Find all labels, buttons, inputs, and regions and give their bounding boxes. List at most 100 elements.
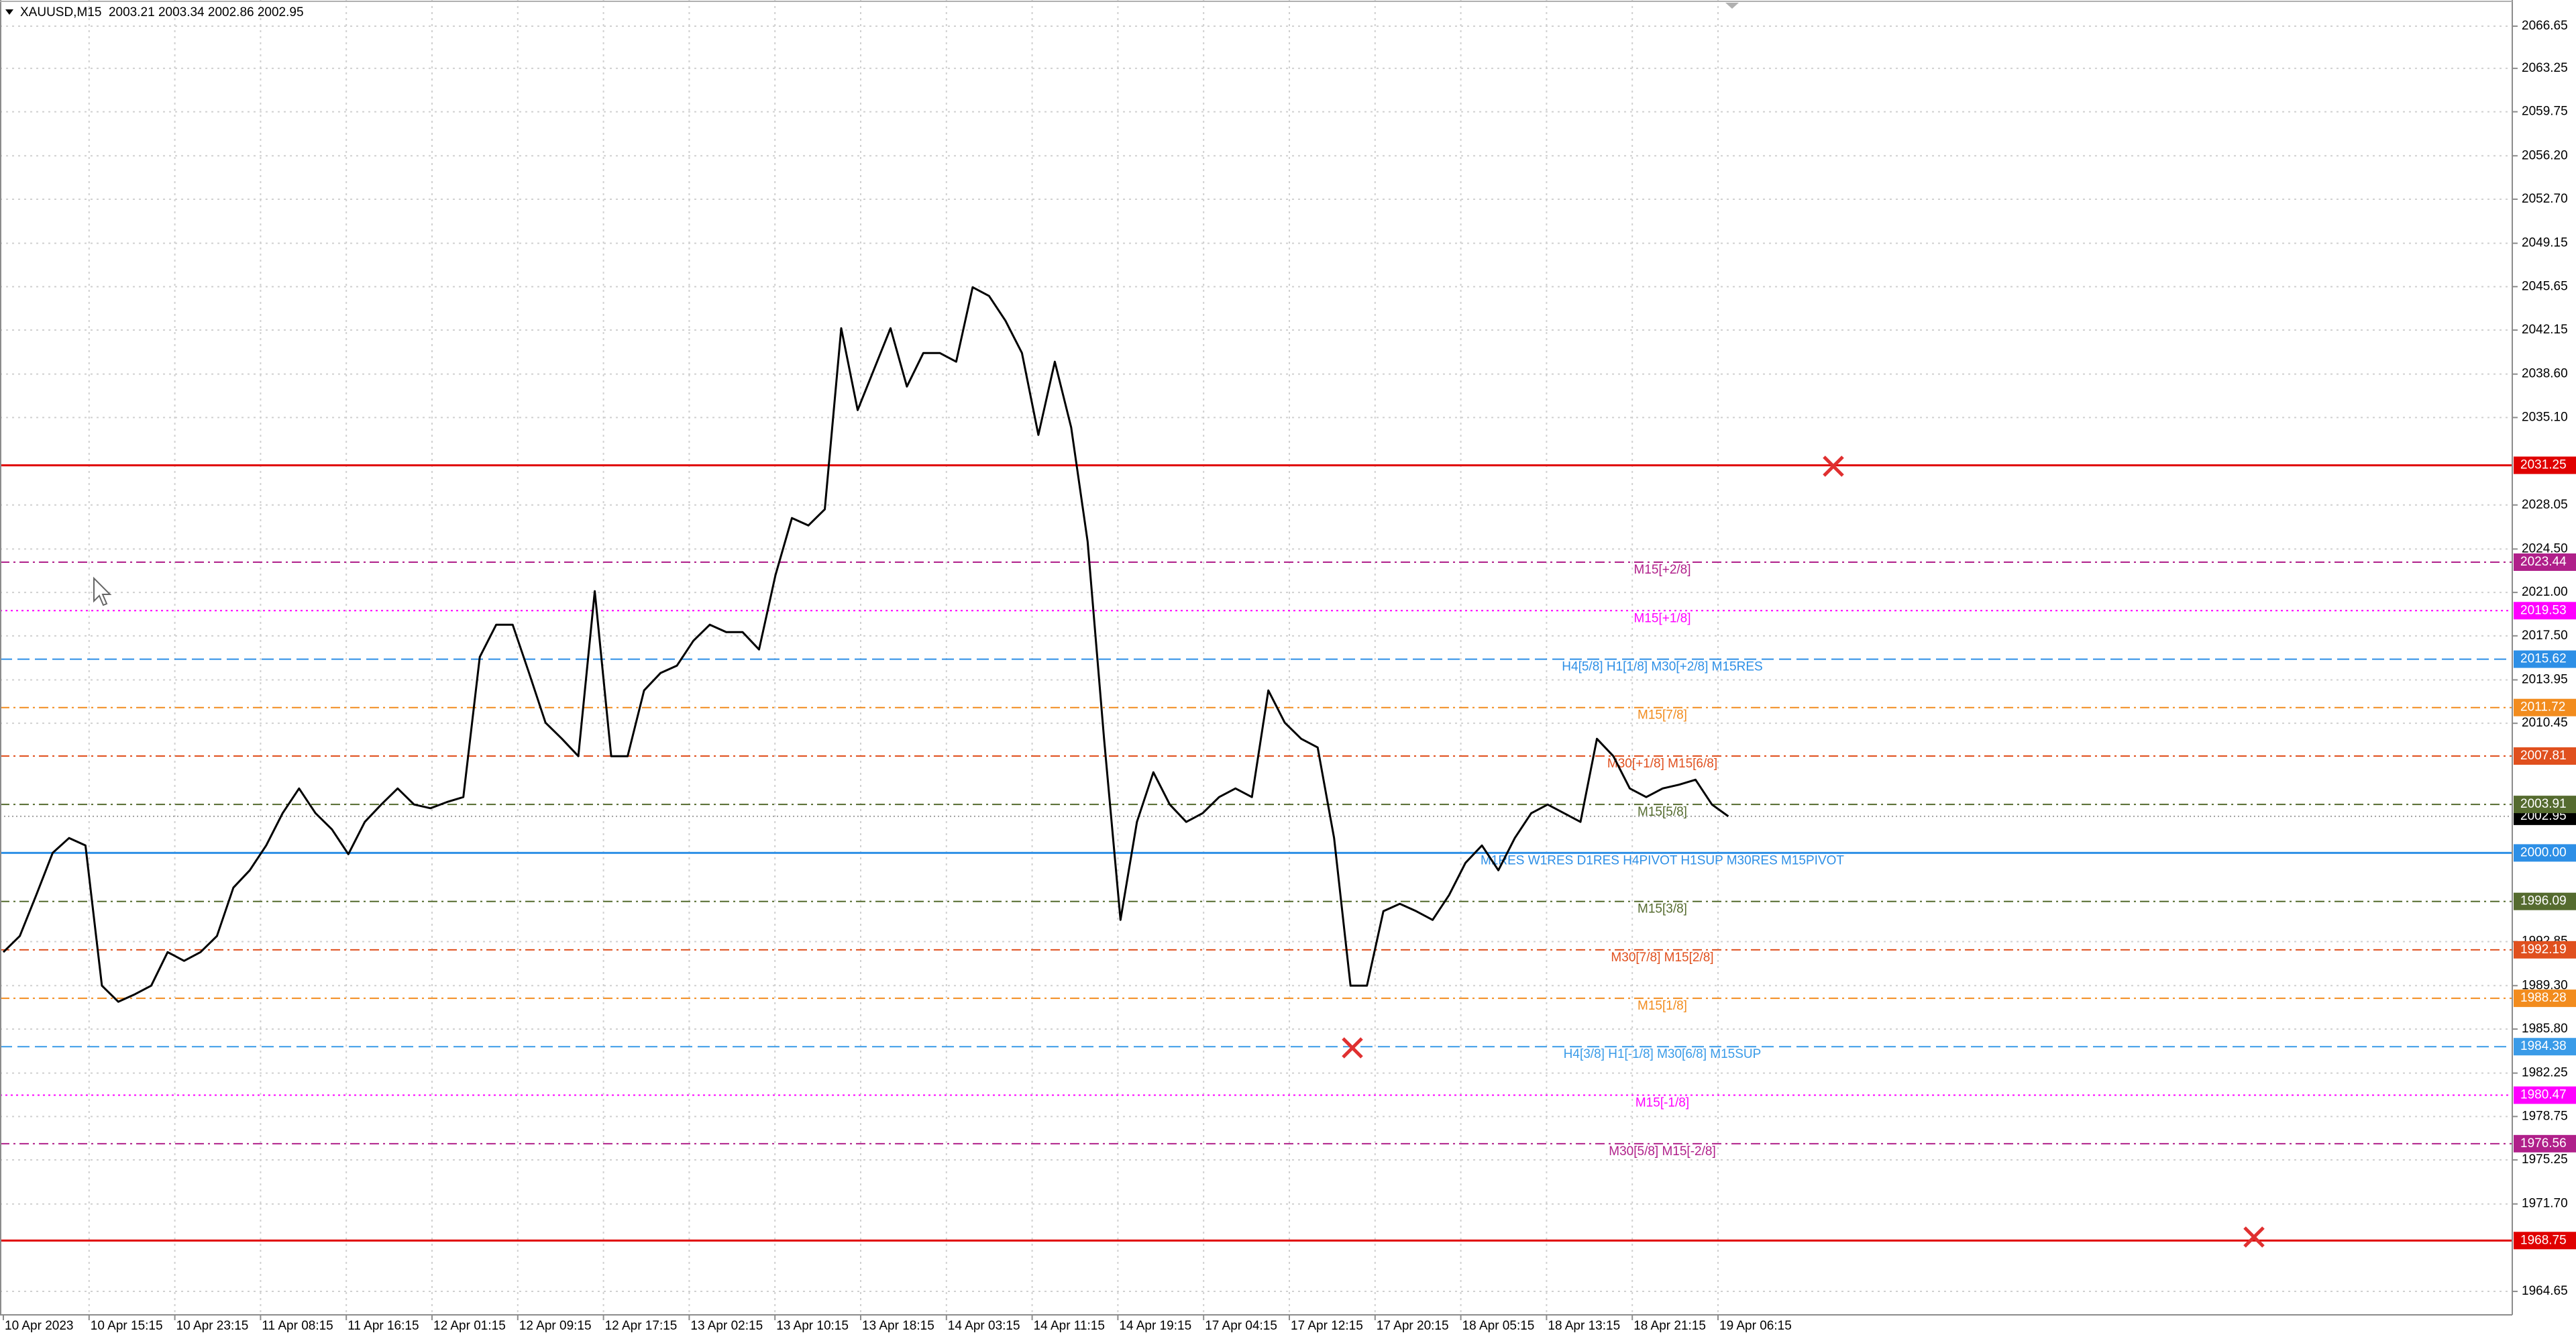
y-tick-label: 2056.20	[2522, 148, 2568, 162]
series	[2, 286, 1729, 1003]
x-tick-label: 10 Apr 15:15	[91, 1319, 163, 1333]
price-tag-label: 2023.44	[2520, 555, 2567, 569]
y-tick-label: 2021.00	[2522, 585, 2568, 599]
x-tick-label: 12 Apr 09:15	[519, 1319, 592, 1333]
x-tick-label: 18 Apr 21:15	[1633, 1319, 1706, 1333]
price-tag-label: 1980.47	[2520, 1088, 2567, 1102]
x-tick-label: 11 Apr 16:15	[347, 1319, 419, 1333]
price-tag	[2514, 698, 2576, 716]
price-tag	[2514, 844, 2576, 862]
y-tick-label: 1985.80	[2522, 1022, 2568, 1036]
x-tick-label: 13 Apr 10:15	[776, 1319, 849, 1333]
y-tick-label: 2063.25	[2522, 61, 2568, 75]
price-tag	[2514, 1086, 2576, 1104]
price-tag	[2514, 602, 2576, 620]
y-tick-label: 2045.65	[2522, 279, 2568, 293]
levels: M15[+2/8] M15[+1/8] H4[5/8] H1[1/8] M30[+2…	[0, 464, 2512, 1242]
y-tick-label: 2017.50	[2522, 629, 2568, 643]
price-tag	[2514, 747, 2576, 765]
level-label: M30[7/8] M15[2/8]	[1611, 951, 1713, 965]
price-tag-label: 2019.53	[2520, 603, 2567, 617]
x-tick-label: 13 Apr 02:15	[690, 1319, 763, 1333]
price-tag	[2514, 989, 2576, 1008]
x-tick-label: 18 Apr 05:15	[1462, 1319, 1535, 1333]
level-label: M30[5/8] M15[-2/8]	[1609, 1144, 1715, 1159]
price-tag-label: 2015.62	[2520, 652, 2567, 666]
level-label: M15[7/8]	[1638, 708, 1687, 722]
y-tick-label: 1989.30	[2522, 978, 2568, 992]
price-tag-label: 1968.75	[2520, 1233, 2567, 1247]
level-label: M15[+1/8]	[1633, 611, 1690, 625]
level-label: H4[5/8] H1[1/8] M30[+2/8] M15RES	[1562, 660, 1762, 674]
y-tick-label: 2024.50	[2522, 541, 2568, 555]
x-tick-label: 14 Apr 03:15	[948, 1319, 1020, 1333]
symbol-menu-arrow[interactable]	[5, 9, 13, 15]
price-tag-label: 1976.56	[2520, 1136, 2567, 1150]
price-tag-label: 1996.09	[2520, 894, 2567, 908]
price-tag-label: 1988.28	[2520, 991, 2567, 1005]
x-tick-label: 17 Apr 20:15	[1377, 1319, 1449, 1333]
y-tick-label: 1971.70	[2522, 1197, 2568, 1211]
price-tag-label: 2000.00	[2520, 845, 2567, 859]
y-tick-label: 2010.45	[2522, 716, 2568, 730]
level-label: M1RES W1RES D1RES H4PIVOT H1SUP M30RES M…	[1481, 853, 1844, 867]
price-tag-label: 1992.19	[2520, 943, 2567, 957]
y-tick-label: 1978.75	[2522, 1109, 2568, 1123]
x-tick-label: 14 Apr 11:15	[1034, 1319, 1105, 1333]
level-label: M15[-1/8]	[1635, 1096, 1689, 1110]
price-tag	[2514, 650, 2576, 668]
price-tag	[2514, 1232, 2576, 1250]
price-tag-label: 2003.91	[2520, 797, 2567, 811]
price-tag	[2514, 941, 2576, 959]
x-tick-label: 17 Apr 12:15	[1291, 1319, 1363, 1333]
axes: 2066.65 2063.25 2059.75 2056.20 2052.70 2049.…	[3, 19, 2576, 1333]
x-marker	[1342, 1037, 1363, 1059]
y-tick-label: 2042.15	[2522, 323, 2568, 337]
price-tag-label: 2011.72	[2520, 700, 2565, 714]
level-label: M15[+2/8]	[1633, 563, 1690, 577]
y-tick-label: 1982.25	[2522, 1066, 2568, 1080]
grid	[0, 0, 2512, 1315]
y-tick-label: 2049.15	[2522, 236, 2568, 250]
y-tick-label: 2038.60	[2522, 367, 2568, 381]
price-tag	[2514, 1134, 2576, 1153]
x-tick-label: 17 Apr 04:15	[1205, 1319, 1277, 1333]
x-tick-label: 12 Apr 01:15	[433, 1319, 506, 1333]
price-tag	[2514, 796, 2576, 814]
x-tick-label: 13 Apr 18:15	[862, 1319, 934, 1333]
price-tag-label: 2031.25	[2520, 458, 2567, 472]
price-tag-label: 2007.81	[2520, 749, 2567, 763]
x-marker	[2243, 1226, 2265, 1248]
y-tick-label: 2059.75	[2522, 105, 2568, 119]
level-label: M15[1/8]	[1638, 999, 1687, 1013]
y-tick-label: 1964.65	[2522, 1284, 2568, 1298]
scroll-marker	[1725, 3, 1739, 9]
y-tick-label: 1975.25	[2522, 1153, 2568, 1167]
x-marker	[1823, 456, 1844, 477]
x-tick-label: 19 Apr 06:15	[1719, 1319, 1792, 1333]
x-tick-label: 11 Apr 08:15	[262, 1319, 333, 1333]
price-line	[2, 286, 1729, 1003]
x-tick-label: 10 Apr 2023	[5, 1319, 73, 1333]
chart-title: XAUUSD,M15 2003.21 2003.34 2002.86 2002.…	[20, 5, 304, 19]
price-tag-label: 1984.38	[2520, 1039, 2567, 1053]
x-tick-label: 10 Apr 23:15	[176, 1319, 249, 1333]
y-tick-label: 2066.65	[2522, 19, 2568, 33]
level-label: M15[3/8]	[1638, 902, 1687, 916]
y-tick-label: 2035.10	[2522, 410, 2568, 424]
x-tick-label: 18 Apr 13:15	[1548, 1319, 1620, 1333]
price-tag	[2514, 553, 2576, 571]
x-tick-label: 12 Apr 17:15	[605, 1319, 678, 1333]
y-tick-label: 2052.70	[2522, 192, 2568, 206]
price-tag	[2514, 1038, 2576, 1056]
y-tick-label: 2013.95	[2522, 672, 2568, 686]
price-tag	[2514, 456, 2576, 474]
x-tick-label: 14 Apr 19:15	[1119, 1319, 1191, 1333]
level-label: M15[5/8]	[1638, 805, 1687, 819]
mouse-cursor	[93, 576, 112, 606]
level-label: H4[3/8] H1[-1/8] M30[6/8] M15SUP	[1564, 1047, 1762, 1061]
price-tag	[2514, 892, 2576, 910]
